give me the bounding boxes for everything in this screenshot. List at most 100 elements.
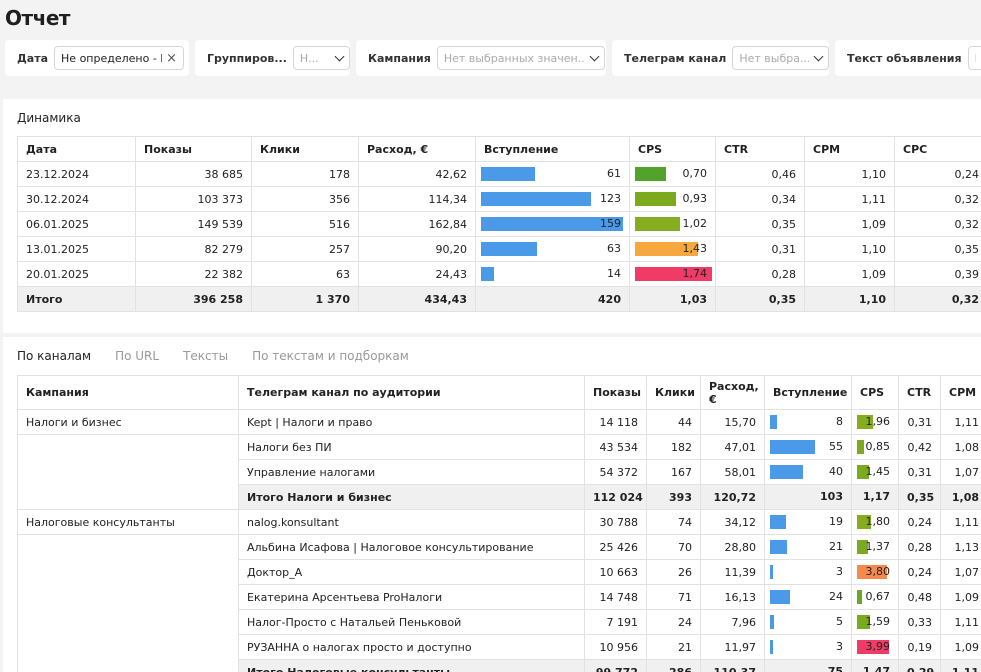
- shows-cell: 103 373: [135, 186, 252, 212]
- tab-texts[interactable]: Тексты: [183, 349, 229, 363]
- cps-cell: 1,74: [629, 261, 716, 287]
- cpm-cell: 1,08: [940, 484, 981, 510]
- shows-cell: 82 279: [135, 236, 252, 262]
- joins-bar: [481, 267, 494, 281]
- ctr-cell: 0,24: [898, 559, 941, 585]
- cps-bar: [857, 465, 869, 479]
- date-range-field[interactable]: Не определено - Не ×: [54, 46, 185, 70]
- channel-cell[interactable]: Екатерина Арсентьева ProНалоги: [238, 584, 585, 610]
- cps-value: 1,45: [865, 465, 891, 478]
- tab-by-channels[interactable]: По каналам: [17, 349, 92, 363]
- col-header-cps[interactable]: CPS: [629, 136, 716, 162]
- campaign-select[interactable]: Нет выбранных значен...: [436, 46, 605, 70]
- date-cell: 23.12.2024: [17, 161, 136, 187]
- joins-value: 5: [836, 615, 843, 628]
- tab-by-url[interactable]: По URL: [115, 349, 160, 363]
- shows-cell: 22 382: [135, 261, 252, 287]
- clicks-cell: 74: [646, 509, 701, 535]
- col-header-cps[interactable]: CPS: [851, 375, 899, 410]
- channel-cell[interactable]: Альбина Исафова | Налоговое консультиров…: [238, 534, 585, 560]
- clicks-cell: 516: [251, 211, 359, 237]
- col-header-date[interactable]: Дата: [17, 136, 136, 162]
- spend-cell: 47,01: [700, 434, 765, 460]
- ctr-cell: 0,33: [898, 609, 941, 635]
- channel-select[interactable]: Нет выбра...: [732, 46, 829, 70]
- col-header-spend[interactable]: Расход, €: [700, 375, 765, 410]
- shows-cell: 112 024: [584, 484, 647, 510]
- spend-cell: 58,01: [700, 459, 765, 485]
- total-joins: 420: [475, 286, 630, 312]
- ctr-cell: 0,31: [898, 409, 941, 435]
- campaign-cell: [17, 659, 239, 672]
- grouping-select[interactable]: Н...: [292, 46, 350, 70]
- col-header-clicks[interactable]: Клики: [251, 136, 359, 162]
- channel-cell[interactable]: Налоги без ПИ: [238, 434, 585, 460]
- joins-value: 24: [829, 590, 843, 603]
- total-cps: 1,03: [629, 286, 716, 312]
- clicks-cell: 286: [646, 659, 701, 672]
- shows-cell: 149 539: [135, 211, 252, 237]
- channel-cell[interactable]: РУЗАННА о налогах просто и доступно: [238, 634, 585, 660]
- joins-value: 3: [836, 640, 843, 653]
- cpm-cell: 1,11: [940, 409, 981, 435]
- filter-telegram-channel: Телеграм канал Нет выбра...: [612, 40, 829, 76]
- chevron-down-icon: [334, 51, 345, 61]
- joins-cell: 8: [764, 409, 852, 435]
- clear-icon[interactable]: ×: [166, 50, 178, 66]
- col-header-shows[interactable]: Показы: [135, 136, 252, 162]
- total-row: Итого 396 258 1 370 434,43 420 1,03 0,35 1,10 0,…: [17, 286, 981, 312]
- joins-cell: 103: [764, 484, 852, 510]
- cps-cell: 3,99: [851, 634, 899, 660]
- channel-cell[interactable]: Kept | Налоги и право: [238, 409, 585, 435]
- clicks-cell: 24: [646, 609, 701, 635]
- clicks-cell: 26: [646, 559, 701, 585]
- cps-value: 1,74: [682, 267, 708, 280]
- cps-bar: [635, 217, 680, 231]
- col-header-cpc[interactable]: CPC: [894, 136, 981, 162]
- campaign-cell: [17, 584, 239, 610]
- dynamics-title: Динамика: [17, 111, 81, 125]
- col-header-joins[interactable]: Вступление: [475, 136, 630, 162]
- ctr-cell: 0,24: [898, 509, 941, 535]
- total-shows: 396 258: [135, 286, 252, 312]
- col-header-shows[interactable]: Показы: [584, 375, 647, 410]
- joins-bar: [770, 540, 787, 554]
- cps-bar: [635, 192, 676, 206]
- joins-value: 61: [607, 167, 621, 180]
- channel-cell[interactable]: Налог-Просто с Натальей Пеньковой: [238, 609, 585, 635]
- total-ctr: 0,35: [715, 286, 805, 312]
- col-header-ctr[interactable]: CTR: [898, 375, 941, 410]
- col-header-cpm[interactable]: CPM: [804, 136, 895, 162]
- cps-cell: 1,80: [851, 509, 899, 535]
- shows-cell: 30 788: [584, 509, 647, 535]
- joins-cell: 63: [475, 236, 630, 262]
- report-tabs: По каналам По URL Тексты По текстам и по…: [17, 349, 433, 363]
- tab-by-texts-and-collections[interactable]: По текстам и подборкам: [252, 349, 409, 363]
- channel-cell[interactable]: Управление налогами: [238, 459, 585, 485]
- joins-bar: [770, 565, 773, 579]
- col-header-spend[interactable]: Расход, €: [358, 136, 476, 162]
- clicks-cell: 70: [646, 534, 701, 560]
- filter-channel-label: Телеграм канал: [624, 51, 727, 65]
- channel-cell[interactable]: Доктор_А: [238, 559, 585, 585]
- ad-text-select[interactable]: Нет в: [967, 46, 981, 70]
- channel-cell[interactable]: nalog.konsultant: [238, 509, 585, 535]
- ctr-cell: 0,28: [715, 261, 805, 287]
- col-header-cpm[interactable]: CPM: [940, 375, 981, 410]
- campaign-cell: [17, 534, 239, 560]
- col-header-campaign[interactable]: Кампания: [17, 375, 239, 410]
- cpm-cell: 1,07: [940, 459, 981, 485]
- clicks-cell: 71: [646, 584, 701, 610]
- shows-cell: 25 426: [584, 534, 647, 560]
- table-row: Налоги без ПИ 43 534 182 47,01 55 0,85 0,42 1,0…: [17, 434, 981, 460]
- col-header-clicks[interactable]: Клики: [646, 375, 701, 410]
- col-header-joins[interactable]: Вступление: [764, 375, 852, 410]
- spend-cell: 114,34: [358, 186, 476, 212]
- joins-cell: 159: [475, 211, 630, 237]
- joins-cell: 24: [764, 584, 852, 610]
- col-header-ctr[interactable]: CTR: [715, 136, 805, 162]
- col-header-channel[interactable]: Телеграм канал по аудитории: [238, 375, 585, 410]
- spend-cell: 110,37: [700, 659, 765, 672]
- cpm-cell: 1,10: [804, 161, 895, 187]
- joins-cell: 21: [764, 534, 852, 560]
